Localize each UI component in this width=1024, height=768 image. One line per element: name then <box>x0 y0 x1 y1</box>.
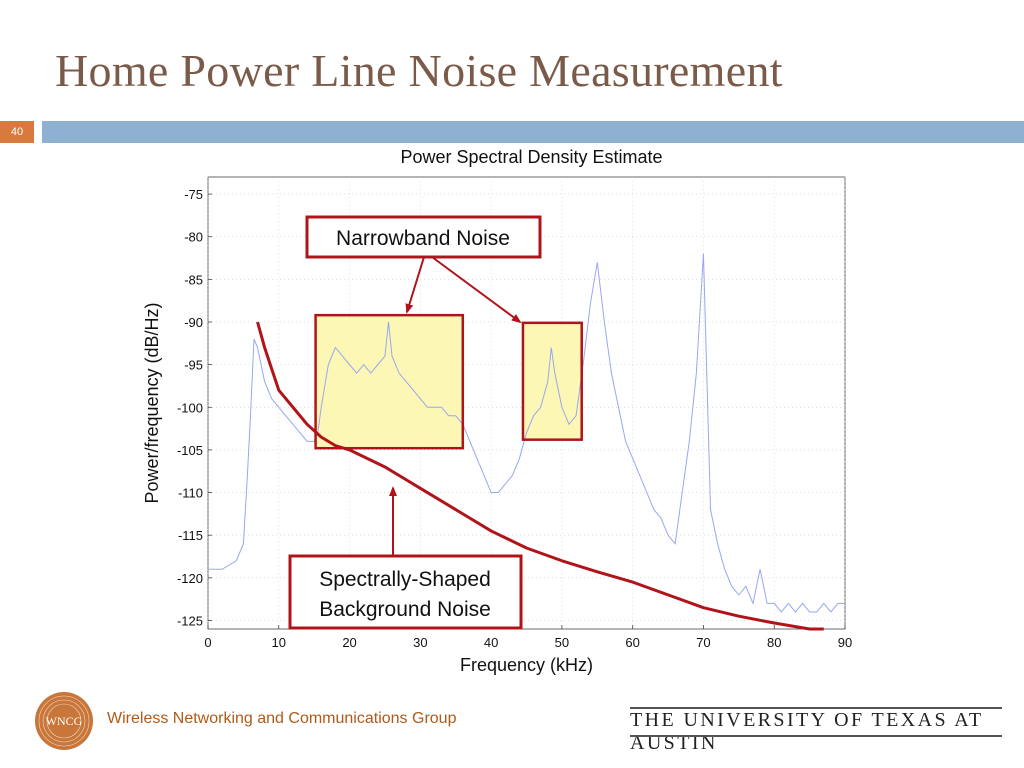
x-tick-label: 90 <box>838 635 852 650</box>
y-tick-label: -95 <box>184 358 203 373</box>
narrowband-box-2 <box>521 321 583 441</box>
y-tick-label: -90 <box>184 315 203 330</box>
x-tick-label: 30 <box>413 635 427 650</box>
y-tick-label: -80 <box>184 230 203 245</box>
highlight-box-fill-2 <box>522 322 582 440</box>
y-axis-label: Power/frequency (dB/Hz) <box>142 302 162 503</box>
x-tick-label: 20 <box>342 635 356 650</box>
logo-text: WNCG <box>46 714 83 728</box>
y-tick-label: -100 <box>177 400 203 415</box>
x-tick-label: 80 <box>767 635 781 650</box>
y-tick-label: -115 <box>178 528 203 543</box>
psd-series-line <box>208 253 845 613</box>
annotation-arrow-right <box>431 256 522 324</box>
x-axis-label: Frequency (kHz) <box>460 655 593 675</box>
chart-title: Power Spectral Density Estimate <box>400 147 662 167</box>
background-label-line-1: Spectrally-Shaped <box>319 568 491 591</box>
narrowband-label: Narrowband Noise <box>336 227 510 250</box>
y-tick-label: -120 <box>177 571 203 586</box>
slide-title: Home Power Line Noise Measurement <box>55 45 783 96</box>
x-tick-label: 60 <box>625 635 639 650</box>
narrowband-box-1 <box>314 313 465 450</box>
university-rule-bottom <box>630 735 1002 737</box>
wncg-logo: WNCG <box>35 692 93 750</box>
psd-chart: 0 10 20 30 40 50 60 70 80 90 -75 -80 -85 -90 -95 -100 -1… <box>142 147 852 675</box>
slide-number: 40 <box>0 121 34 143</box>
x-tick-label: 0 <box>204 635 211 650</box>
university-name: THE UNIVERSITY OF TEXAS AT AUSTIN <box>630 709 984 754</box>
x-tick-label: 40 <box>484 635 498 650</box>
y-tick-label: -105 <box>177 443 203 458</box>
annotation-arrow-left <box>405 256 425 314</box>
x-tick-label: 70 <box>696 635 710 650</box>
y-tick-label: -110 <box>178 486 203 501</box>
group-name: Wireless Networking and Communications G… <box>107 710 457 727</box>
y-tick-label: -85 <box>184 272 203 287</box>
x-tick-label: 10 <box>272 635 286 650</box>
university-rule-top <box>630 707 1002 709</box>
highlight-box-fill-1 <box>315 315 463 449</box>
title-accent-bar <box>42 121 1024 143</box>
x-tick-label: 50 <box>555 635 569 650</box>
narrowband-label-box <box>305 215 542 259</box>
background-label-box <box>288 554 523 630</box>
y-tick-label: -125 <box>177 613 203 628</box>
background-noise-curve <box>256 321 824 631</box>
background-label-line-2: Background Noise <box>319 598 491 621</box>
y-tick-label: -75 <box>184 187 203 202</box>
